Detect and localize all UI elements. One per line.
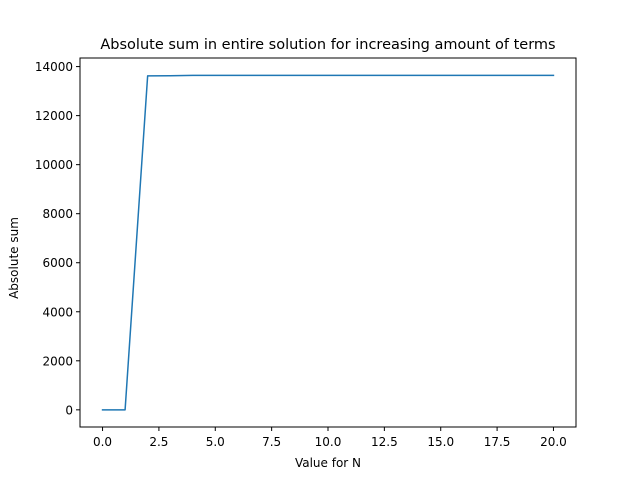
y-axis: 0 2000 4000 6000 8000 10000 12000 14000 [35,60,80,417]
series-line [101,74,555,411]
y-tick-label: 2000 [42,354,73,368]
x-axis-label: Value for N [295,456,361,470]
y-tick-label: 4000 [42,305,73,319]
x-tick-label: 17.5 [484,435,511,449]
x-tick-label: 20.0 [540,435,567,449]
y-tick-label: 10000 [35,158,73,172]
x-tick-label: 5.0 [206,435,225,449]
x-axis: 0.0 2.5 5.0 7.5 10.0 12.5 15.0 17.5 20.0 [93,427,567,449]
y-tick-label: 0 [65,403,73,417]
plot-frame [79,57,577,428]
x-tick-label: 2.5 [149,435,168,449]
chart-title: Absolute sum in entire solution for incr… [100,37,555,53]
x-tick-label: 10.0 [315,435,342,449]
x-tick-label: 12.5 [371,435,398,449]
y-tick-label: 6000 [42,256,73,270]
x-tick-label: 15.0 [427,435,454,449]
x-tick-label: 7.5 [262,435,281,449]
y-tick-label: 14000 [35,60,73,74]
x-tick-label: 0.0 [93,435,112,449]
y-axis-label: Absolute sum [7,217,21,299]
y-tick-label: 12000 [35,109,73,123]
y-tick-label: 8000 [42,207,73,221]
